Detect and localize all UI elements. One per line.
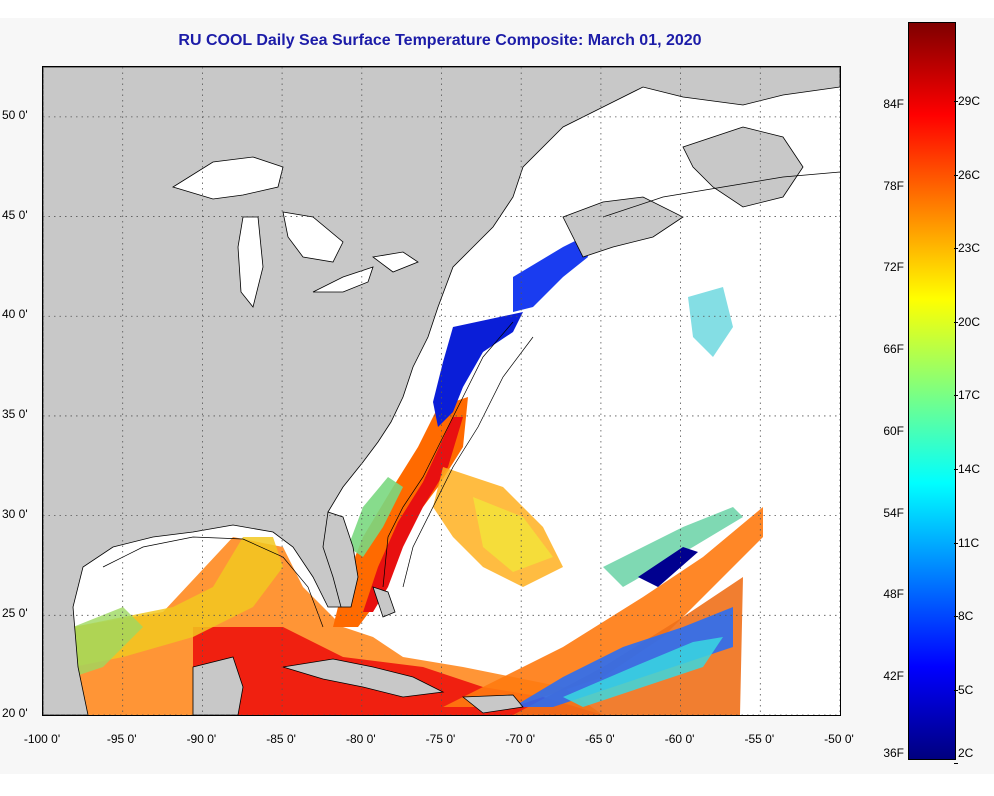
longitude-label: -95 0' (106, 732, 137, 746)
colorbar-fahrenheit-label: 48F (883, 587, 904, 602)
colorbar-tick (954, 395, 958, 397)
colorbar-tick (954, 248, 958, 250)
temperature-colorbar (908, 22, 956, 760)
lake-erie (312, 266, 374, 293)
colorbar-tick (954, 542, 958, 544)
latitude-label: 20 0' (2, 706, 28, 720)
sst-sargasso-lower (513, 577, 743, 715)
longitude-label: -65 0' (585, 732, 615, 746)
colorbar-celsius-label: 5C (958, 682, 974, 697)
land-hispaniola (461, 694, 524, 714)
latitude-label: 45 0' (2, 207, 28, 222)
colorbar-fahrenheit-label: 84F (883, 96, 904, 111)
colorbar-tick (954, 689, 958, 691)
colorbar-celsius-label: 2C (958, 746, 974, 760)
sst-shelf-cold (433, 312, 523, 427)
longitude-label: -50 0' (824, 732, 854, 746)
colorbar-celsius-label: 11C (958, 535, 980, 550)
colorbar-fahrenheit-label: 66F (883, 342, 904, 357)
sst-sargasso-blue (513, 607, 733, 707)
longitude-label: -85 0' (266, 732, 296, 746)
sst-gulf-green (73, 607, 143, 677)
latitude-label: 50 0' (2, 107, 28, 122)
depth-contours (102, 171, 840, 628)
sst-offshore-yellow (473, 497, 553, 572)
colorbar-celsius-label: 23C (958, 241, 981, 256)
colorbar-celsius-label: 8C (958, 609, 974, 624)
sst-cold-eddy (638, 547, 698, 587)
sst-sargasso-cyan (563, 637, 723, 707)
contour-gulf (102, 536, 324, 628)
longitude-label: -80 0' (345, 732, 376, 746)
contour-3000 (402, 336, 534, 588)
colorbar-celsius-label: 14C (958, 462, 981, 477)
colorbar-tick (954, 101, 958, 103)
sst-map-canvas (43, 67, 840, 715)
colorbar-fahrenheit-label: 78F (883, 178, 904, 193)
colorbar-tick (954, 763, 958, 765)
longitude-label: -70 0' (505, 732, 536, 746)
land-nova-scotia (562, 196, 684, 258)
sst-eastern-streak (603, 507, 743, 587)
colorbar-fahrenheit-label: 42F (883, 669, 904, 684)
great-lakes (172, 156, 419, 308)
land-cuba (282, 658, 445, 698)
latitude-label: 25 0' (2, 606, 28, 621)
land-florida (322, 511, 359, 608)
lat-lon-grid (43, 67, 840, 715)
lake-huron (282, 211, 344, 263)
latitude-label: 30 0' (2, 506, 28, 521)
longitude-label: -60 0' (664, 732, 695, 746)
colorbar-celsius-label: 26C (958, 167, 981, 182)
contour-shelf (382, 321, 514, 588)
longitude-label: -75 0' (425, 732, 456, 746)
colorbar-fahrenheit-label: 54F (883, 505, 904, 520)
longitude-label: -100 0' (23, 732, 61, 746)
colorbar-fahrenheit-label: 72F (883, 260, 904, 275)
sst-map (42, 66, 841, 716)
contour-north (602, 171, 840, 218)
colorbar-celsius-label: 20C (958, 314, 981, 329)
sst-north-patch (688, 287, 733, 357)
longitude-label: -55 0' (744, 732, 775, 746)
land-yucatan (192, 656, 244, 715)
sst-shelf-green (348, 477, 403, 557)
land-newfoundland (682, 126, 804, 208)
colorbar-celsius-label: 29C (958, 94, 981, 109)
colorbar-tick (954, 469, 958, 471)
colorbar-fahrenheit-label: 36F (883, 746, 904, 760)
colorbar-tick (954, 616, 958, 618)
colorbar-fahrenheit-label: 60F (883, 423, 904, 438)
sst-gulf-stream-core (363, 417, 463, 612)
sst-gulf-maine-cold (513, 237, 588, 312)
map-title: RU COOL Daily Sea Surface Temperature Co… (178, 32, 702, 49)
latitude-label: 35 0' (2, 406, 28, 421)
land-bahamas (372, 586, 396, 618)
lake-ontario (372, 251, 419, 273)
latitude-label: 40 0' (2, 307, 28, 322)
colorbar-celsius-label: 17C (958, 388, 981, 403)
colorbar-tick (954, 174, 958, 176)
colorbar-tick (954, 321, 958, 323)
longitude-label: -90 0' (186, 732, 217, 746)
lake-superior (172, 156, 284, 200)
lake-michigan (237, 216, 264, 308)
